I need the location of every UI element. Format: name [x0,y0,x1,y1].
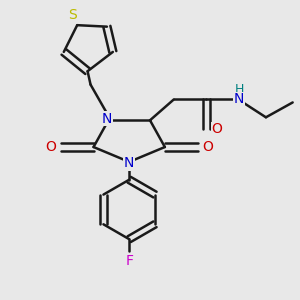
Text: O: O [202,140,213,154]
Text: H: H [235,82,244,96]
Text: O: O [45,140,56,154]
Text: N: N [102,112,112,126]
Text: S: S [68,8,77,22]
Text: N: N [124,156,134,170]
Text: O: O [212,122,222,136]
Text: N: N [234,92,244,106]
Text: F: F [125,254,133,268]
